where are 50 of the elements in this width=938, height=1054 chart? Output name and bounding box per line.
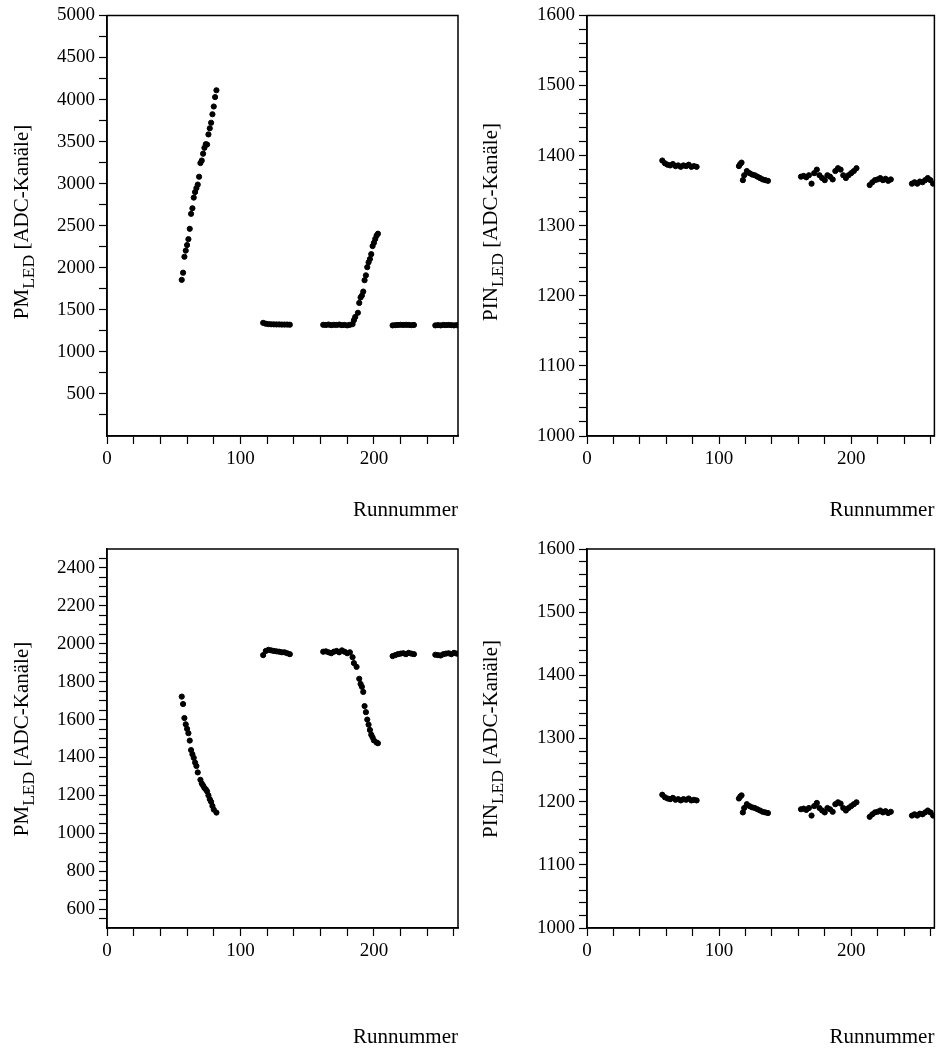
y-tick-label: 2000	[57, 631, 95, 653]
y-tick-label: 2000	[57, 255, 95, 277]
x-tick-label: 200	[836, 939, 866, 961]
y-tick-label: 600	[66, 897, 95, 919]
x-tick-label: 100	[704, 939, 734, 961]
y-tick-label: 1800	[57, 669, 95, 691]
y-tick-label: 1100	[537, 353, 575, 375]
x-axis-title: Runnummer	[353, 1023, 458, 1048]
x-tick-label: 200	[359, 939, 389, 961]
y-tick-label: 1200	[537, 789, 575, 811]
y-tick-label: 1300	[537, 726, 575, 748]
y-tick-label: 1400	[57, 745, 95, 767]
y-tick-label: 1000	[57, 821, 95, 843]
x-tick-label: 100	[704, 447, 734, 469]
x-axis-title: Runnummer	[829, 1023, 935, 1048]
y-tick-label: 1300	[537, 213, 575, 235]
y-tick-label: 1000	[57, 339, 95, 361]
y-tick-label: 2500	[57, 213, 95, 235]
y-tick-label: 1600	[537, 3, 575, 25]
y-tick-label: 4500	[57, 45, 95, 67]
x-tick-label: 0	[582, 447, 592, 469]
y-tick-label: 1500	[57, 297, 95, 319]
x-axis-title: Runnummer	[353, 496, 458, 521]
x-tick-label: 0	[102, 447, 112, 469]
x-tick-label: 200	[359, 447, 389, 469]
x-tick-label: 200	[836, 447, 866, 469]
y-tick-label: 1400	[537, 143, 575, 165]
y-tick-label: 800	[66, 859, 95, 881]
y-tick-label: 1200	[537, 283, 575, 305]
y-tick-label: 3500	[57, 129, 95, 151]
y-tick-label: 1500	[537, 600, 575, 622]
y-tick-label: 1000	[537, 915, 575, 937]
y-tick-label: 1000	[537, 423, 575, 445]
y-tick-label: 1500	[537, 73, 575, 95]
y-tick-label: 1400	[537, 663, 575, 685]
y-tick-label: 4000	[57, 87, 95, 109]
y-tick-label: 2400	[57, 555, 95, 577]
y-tick-label: 500	[66, 381, 95, 403]
x-tick-label: 100	[226, 447, 255, 469]
x-tick-label: 0	[102, 939, 112, 961]
x-axis-title: Runnummer	[829, 496, 935, 521]
y-tick-label: 3000	[57, 171, 95, 193]
y-tick-label: 1600	[537, 536, 575, 558]
x-tick-label: 100	[226, 939, 255, 961]
y-tick-label: 2200	[57, 593, 95, 615]
x-tick-label: 0	[582, 939, 592, 961]
y-tick-label: 5000	[57, 3, 95, 25]
y-tick-label: 1100	[537, 852, 575, 874]
y-tick-label: 1200	[57, 783, 95, 805]
y-tick-label: 1600	[57, 707, 95, 729]
